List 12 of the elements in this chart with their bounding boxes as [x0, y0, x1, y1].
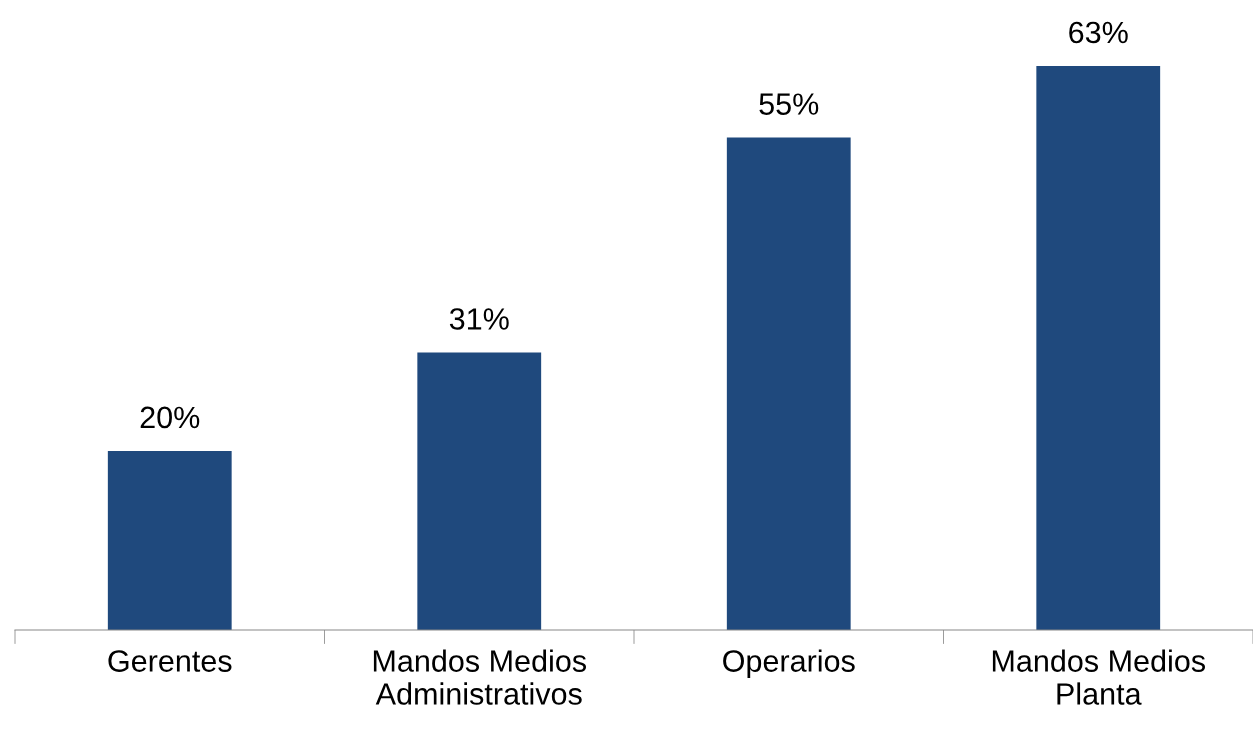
bar: [726, 137, 851, 630]
x-tick-label: Mandos Medios Administrativos: [373, 649, 586, 705]
x-tick-label: Operarios: [723, 649, 855, 678]
data-label: 63%: [1069, 21, 1128, 44]
bar: [417, 352, 542, 630]
bar: [1036, 66, 1161, 630]
data-label: 31%: [449, 308, 509, 330]
x-tick-label: Mandos Medios Planta: [992, 649, 1205, 705]
bar: [107, 450, 232, 630]
data-label: 55%: [759, 93, 819, 115]
x-tick-label: Gerentes: [108, 650, 232, 672]
data-label: 20%: [140, 406, 200, 429]
